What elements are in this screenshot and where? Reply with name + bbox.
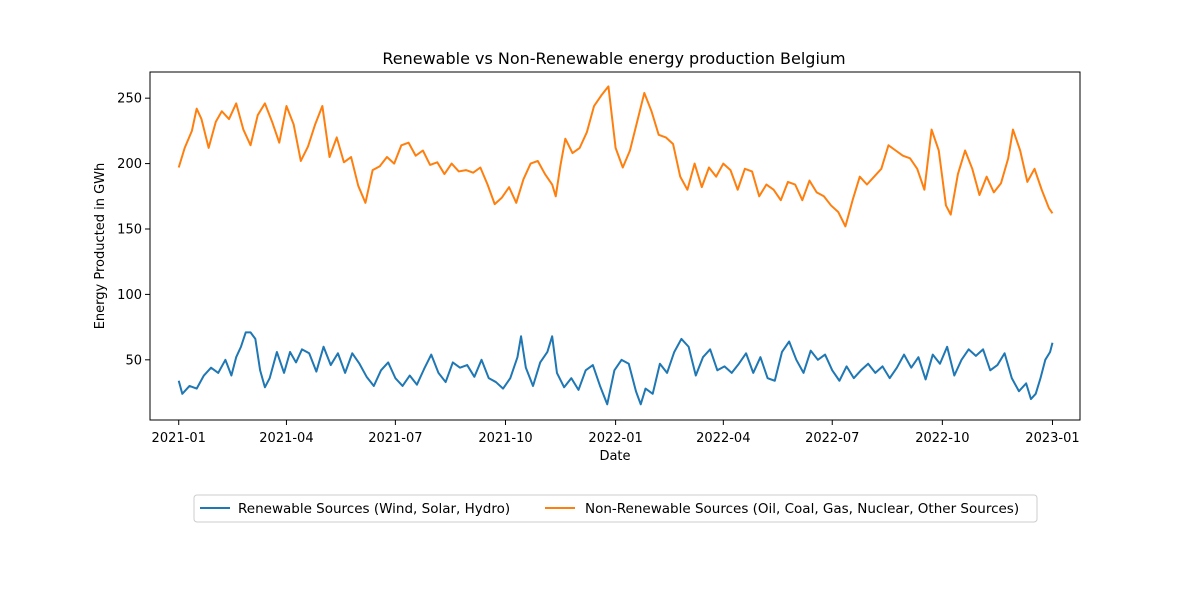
y-tick-label: 50 [125,353,142,368]
plot-area [177,85,1054,406]
x-tick-label: 2023-01 [1025,431,1079,446]
y-tick-label: 200 [117,157,142,172]
y-tick-label: 250 [117,92,142,107]
x-tick-label: 2022-10 [915,431,969,446]
legend-label-non-renewable: Non-Renewable Sources (Oil, Coal, Gas, N… [585,501,1019,517]
x-tick-label: 2021-04 [259,431,313,446]
legend: Renewable Sources (Wind, Solar, Hydro) N… [193,494,1038,523]
x-tick-label: 2022-07 [805,431,859,446]
series-line-renewable [177,331,1054,406]
x-tick-label: 2022-04 [696,431,750,446]
series-line-non-renewable [177,85,1054,228]
legend-box [193,494,1038,523]
y-tick-label: 150 [117,222,142,237]
y-tick-label: 100 [117,288,142,303]
x-tick-label: 2022-01 [588,431,642,446]
x-tick-label: 2021-01 [152,431,206,446]
legend-label-renewable: Renewable Sources (Wind, Solar, Hydro) [238,501,510,517]
chart-title: Renewable vs Non-Renewable energy produc… [382,49,845,68]
y-axis-label: Energy Producted in GWh [93,163,108,330]
axes-frame [149,71,1081,421]
x-tick-label: 2021-07 [368,431,422,446]
x-tick-label: 2021-10 [478,431,532,446]
x-axis: 2021-01 2021-04 2021-07 2021-10 2022-01 2022-… [152,420,1080,446]
x-axis-label: Date [599,449,630,464]
y-axis: 50 100 150 200 250 [117,92,150,368]
